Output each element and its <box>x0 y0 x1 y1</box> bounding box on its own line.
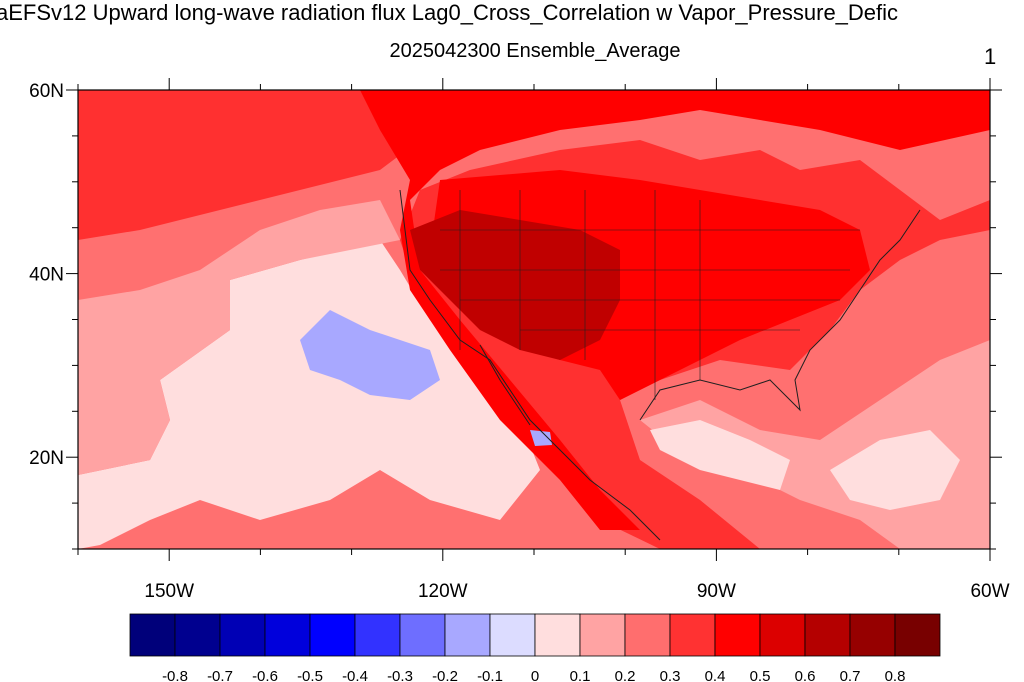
colorbar-swatch <box>579 613 626 657</box>
colorbar-label: 0.7 <box>840 668 861 682</box>
colorbar-label: 0.8 <box>885 668 906 682</box>
state-borders <box>440 190 860 400</box>
colorbar-swatch <box>129 613 176 657</box>
colorbar-label: -0.1 <box>477 668 503 682</box>
colorbar-swatch <box>354 613 401 657</box>
colorbar-label: -0.8 <box>162 668 188 682</box>
lon-tick-label: 120W <box>418 581 468 602</box>
colorbar-swatch <box>219 613 266 657</box>
colorbar-label: -0.7 <box>207 668 233 682</box>
colorbar-label: 0.2 <box>615 668 636 682</box>
colorbar-swatch <box>534 613 581 657</box>
field-region-low <box>78 240 540 549</box>
colorbar-swatch <box>264 613 311 657</box>
chart-title: aEFSv12 Upward long-wave radiation flux … <box>0 0 899 25</box>
field-region-negative <box>300 310 440 400</box>
colorbar-swatch <box>714 613 761 657</box>
field-region-negative-baja <box>530 430 552 446</box>
field-region-moderate <box>78 200 400 475</box>
field-region-very-strong <box>360 90 990 530</box>
chart-subtitle: 2025042300 Ensemble_Average <box>389 40 681 62</box>
colorbar-label: 0.3 <box>660 668 681 682</box>
axis-ticks: 60N 40N 20N 150W 120W 90W 60W <box>29 78 1010 602</box>
colorbar-swatch <box>174 613 221 657</box>
field-region-low-gulf <box>650 420 790 490</box>
colorbar-swatch <box>489 613 536 657</box>
colorbar-swatch <box>669 613 716 657</box>
colorbar-label: 0.6 <box>795 668 816 682</box>
colorbar-label: -0.3 <box>387 668 413 682</box>
colorbar-swatch <box>444 613 491 657</box>
lat-tick-label: 20N <box>29 448 64 469</box>
coastline-north-america <box>399 189 921 541</box>
colorbar-swatch <box>309 613 356 657</box>
correlation-field <box>78 90 990 549</box>
colorbar-label: -0.4 <box>342 668 368 682</box>
field-region-low-caribbean <box>830 430 960 510</box>
colorbar-label: 0.1 <box>570 668 591 682</box>
coastline-baja <box>479 344 531 426</box>
colorbar-swatch <box>804 613 851 657</box>
lon-tick-label: 90W <box>697 581 736 602</box>
colorbar-swatch <box>849 613 896 657</box>
lon-tick-label: 60W <box>970 581 1009 602</box>
colorbar-label: 0.4 <box>705 668 726 682</box>
colorbar-label: 0 <box>531 668 539 682</box>
field-region-highest <box>410 210 620 360</box>
lon-tick-label: 150W <box>144 581 194 602</box>
colorbar-swatch <box>399 613 446 657</box>
field-region-strong-north <box>78 90 420 240</box>
colorbar-swatch <box>759 613 806 657</box>
colorbar: -0.8 -0.7 -0.6 -0.5 -0.4 -0.3 -0.2 -0.1 0 0.1 0.2 0… <box>129 613 941 682</box>
colorbar-swatch <box>894 613 941 657</box>
colorbar-label: -0.6 <box>252 668 278 682</box>
panel-number: 1 <box>984 44 997 69</box>
colorbar-label: 0.5 <box>750 668 771 682</box>
colorbar-label: -0.5 <box>297 668 323 682</box>
lat-tick-label: 40N <box>29 265 64 286</box>
colorbar-label: -0.2 <box>432 668 458 682</box>
lat-tick-label: 60N <box>29 81 64 102</box>
colorbar-swatch <box>624 613 671 657</box>
